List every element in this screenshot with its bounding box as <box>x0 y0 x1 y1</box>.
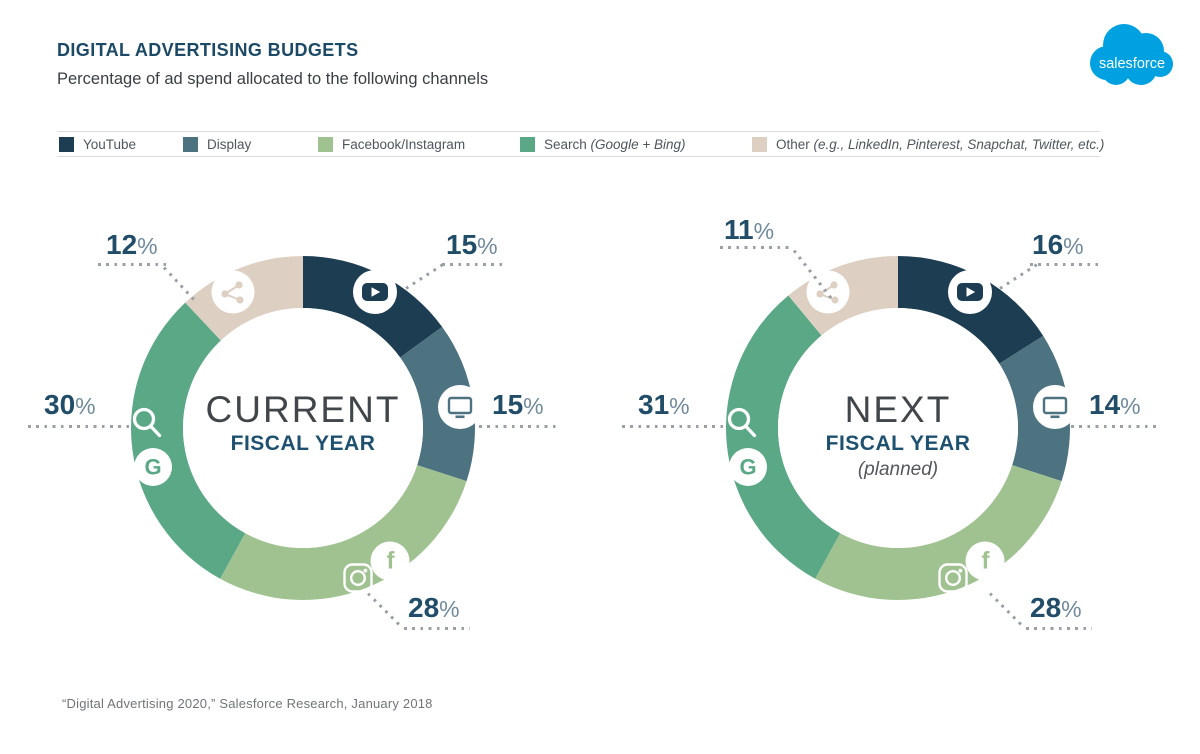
donut-segment-display <box>400 326 475 482</box>
dotted-leader <box>98 263 166 266</box>
dotted-leader <box>622 425 726 428</box>
dotted-leader <box>720 246 792 249</box>
segment-value-label-youtube-next: 16% <box>1032 229 1084 260</box>
monitor-icon <box>438 385 482 429</box>
donut-center-subtitle: FISCAL YEAR <box>825 432 971 455</box>
donut-center-label-next: NEXT FISCAL YEAR (planned) <box>748 390 1048 482</box>
dotted-leader <box>1071 425 1157 428</box>
legend-item-facebook-instagram: Facebook/Instagram <box>318 132 465 156</box>
legend-item-youtube: YouTube <box>59 132 136 156</box>
donut-segment-search-google-bing <box>726 295 841 579</box>
dotted-leader <box>1030 263 1098 266</box>
legend-swatch-other <box>752 136 767 152</box>
legend-label: Facebook/Instagram <box>342 136 466 152</box>
channel-legend: YouTube Display Facebook/Instagram Searc… <box>57 131 1104 157</box>
dotted-leader <box>442 263 506 266</box>
google-icon: G <box>134 448 172 486</box>
donut-hole <box>183 308 423 548</box>
donut-center-note: (planned) <box>857 459 939 480</box>
legend-label: Other (e.g., LinkedIn, Pinterest, Snapch… <box>776 136 1105 152</box>
youtube-play-icon <box>353 270 397 314</box>
page-subtitle: Percentage of ad spend allocated to the … <box>57 70 489 88</box>
segment-value-label-other-current: 12% <box>106 229 158 260</box>
legend-item-display: Display <box>183 132 251 156</box>
search-icon <box>132 407 162 438</box>
donut-hole <box>778 308 1018 548</box>
segment-value-label-search-current: 30% <box>44 389 96 420</box>
donut-center-label-current: CURRENT FISCAL YEAR <box>153 390 453 457</box>
donut-center-title: NEXT <box>844 389 952 430</box>
page-title: DIGITAL ADVERTISING BUDGETS <box>57 40 359 60</box>
svg-text:f: f <box>387 548 396 575</box>
legend-label: YouTube <box>83 136 137 152</box>
segment-value-label-search-next: 31% <box>638 389 690 420</box>
share-icon <box>211 270 255 314</box>
facebook-icon: f <box>965 541 1005 581</box>
legend-label: Search (Google + Bing) <box>544 136 686 152</box>
legend-swatch-youtube <box>59 136 74 152</box>
svg-text:G: G <box>144 455 161 480</box>
legend-label: Display <box>207 136 252 152</box>
dotted-leader <box>404 627 470 630</box>
instagram-icon <box>938 563 968 593</box>
legend-swatch-search <box>520 136 535 152</box>
cloud-icon <box>1090 24 1173 85</box>
legend-item-search: Search (Google + Bing) <box>520 132 685 156</box>
segment-value-label-facebook-instagram-next: 28% <box>1030 592 1082 623</box>
segment-value-label-other-next: 11% <box>724 214 775 245</box>
legend-swatch-facebook-instagram <box>318 136 333 152</box>
dotted-leader <box>28 425 132 428</box>
svg-text:G: G <box>739 455 756 480</box>
instagram-icon <box>343 563 373 593</box>
segment-value-label-display-current: 15% <box>492 389 544 420</box>
youtube-play-icon <box>948 270 992 314</box>
dotted-leader <box>1026 627 1092 630</box>
salesforce-logo: salesforce <box>1090 24 1173 85</box>
legend-item-other: Other (e.g., LinkedIn, Pinterest, Snapch… <box>752 132 1104 156</box>
donut-chart-current-fiscal-year: f G <box>131 256 482 600</box>
logo-wordmark: salesforce <box>1099 56 1165 72</box>
segment-value-label-display-next: 14% <box>1089 389 1141 420</box>
dotted-leader <box>479 425 557 428</box>
donut-center-subtitle: FISCAL YEAR <box>230 432 376 455</box>
search-icon <box>727 407 757 438</box>
google-icon: G <box>729 448 767 486</box>
legend-swatch-display <box>183 136 198 152</box>
facebook-icon: f <box>370 541 410 581</box>
donut-center-title: CURRENT <box>205 389 401 430</box>
donut-chart-next-fiscal-year: f G <box>726 256 1077 600</box>
segment-value-label-youtube-current: 15% <box>446 229 498 260</box>
donut-segment-search-google-bing <box>131 302 246 579</box>
monitor-icon <box>1033 385 1077 429</box>
segment-value-label-facebook-instagram-current: 28% <box>408 592 460 623</box>
source-citation: “Digital Advertising 2020,” Salesforce R… <box>62 696 433 711</box>
svg-text:f: f <box>982 548 991 575</box>
